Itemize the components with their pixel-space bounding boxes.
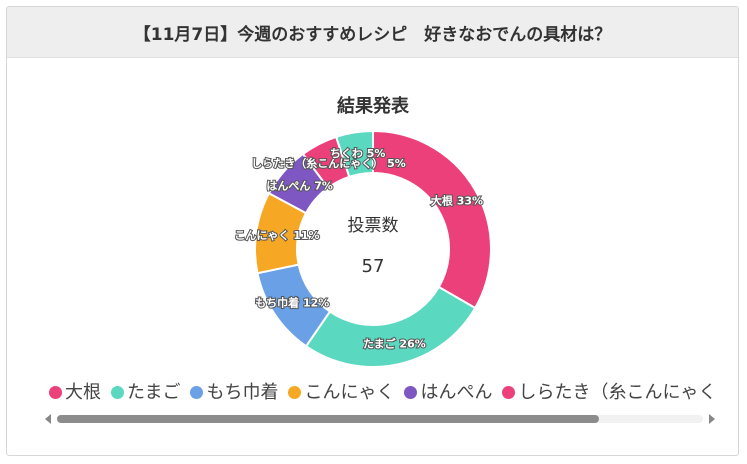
slice-0[interactable] bbox=[372, 129, 492, 310]
scrollbar-track[interactable] bbox=[57, 415, 703, 423]
scroll-right-icon[interactable] bbox=[709, 414, 715, 424]
scrollbar-thumb[interactable] bbox=[57, 415, 599, 423]
legend-dot-icon bbox=[190, 386, 204, 399]
legend-label: 大根 bbox=[65, 382, 101, 403]
poll-card: 【11月7日】今週のおすすめレシピ 好きなおでんの具材は？ 結果発表 大根 33… bbox=[6, 6, 739, 456]
slice-1[interactable] bbox=[304, 285, 477, 368]
chart-legend: 大根 たまご もち巾着 こんにゃく はんぺん しらたき（糸こんにゃく） bbox=[49, 379, 717, 407]
legend-item[interactable]: たまご bbox=[111, 379, 180, 407]
legend-dot-icon bbox=[288, 386, 302, 399]
slice-label-6: ちくわ 5% bbox=[330, 147, 386, 160]
slice-label-2: もち巾着 12% bbox=[255, 296, 329, 310]
legend-item[interactable]: もち巾着 bbox=[190, 379, 278, 407]
legend-dot-icon bbox=[111, 386, 124, 399]
legend-dot-icon bbox=[404, 386, 418, 399]
slice-label-4: はんぺん 7% bbox=[266, 179, 333, 192]
legend-label: こんにゃく bbox=[304, 382, 395, 403]
center-label: 投票数 bbox=[348, 216, 399, 236]
legend-label: はんぺん bbox=[420, 382, 493, 403]
slice-label-3: こんにゃく 11% bbox=[234, 229, 319, 242]
legend-item[interactable]: しらたき（糸こんにゃく） bbox=[502, 379, 717, 407]
poll-title: 【11月7日】今週のおすすめレシピ 好きなおでんの具材は？ bbox=[7, 7, 738, 58]
center-value: 57 bbox=[362, 256, 385, 277]
legend-item[interactable]: 大根 bbox=[49, 379, 101, 407]
legend-dot-icon bbox=[502, 386, 516, 399]
legend-dot-icon bbox=[49, 386, 62, 399]
slice-label-0: 大根 33% bbox=[431, 194, 483, 208]
legend-item[interactable]: はんぺん bbox=[404, 379, 492, 407]
slice-label-1: たまご 26% bbox=[363, 337, 426, 351]
donut-chart: 結果発表 大根 33% たまご 26% もち巾着 12% こんにゃく 11% はんぺん … bbox=[233, 95, 492, 368]
slice-6[interactable] bbox=[334, 129, 374, 179]
legend-scrollbar[interactable] bbox=[45, 412, 715, 426]
legend-label: もち巾着 bbox=[206, 382, 279, 403]
chart-title: 結果発表 bbox=[337, 95, 410, 117]
scroll-left-icon[interactable] bbox=[45, 414, 51, 424]
legend-item[interactable]: こんにゃく bbox=[288, 379, 394, 407]
legend-label: たまご bbox=[127, 382, 181, 403]
legend-label: しらたき（糸こんにゃく） bbox=[518, 382, 717, 403]
slice-label-5: しらたき（糸こんにゃく） 5% bbox=[251, 156, 406, 170]
